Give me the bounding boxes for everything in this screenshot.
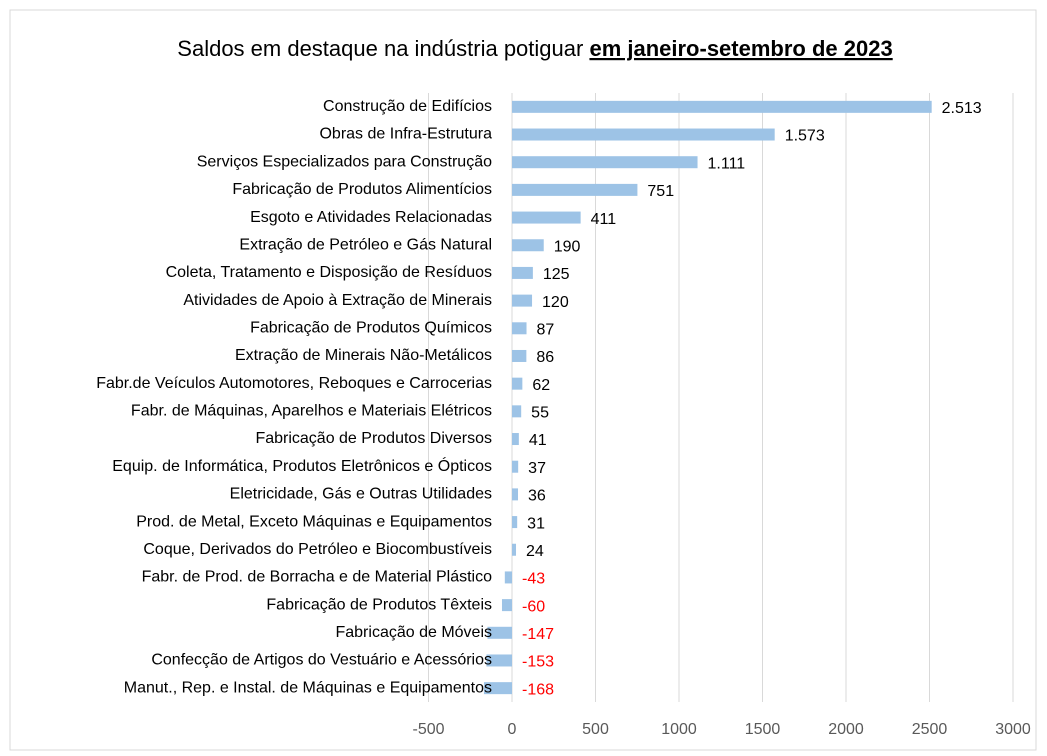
category-label: Eletricidade, Gás e Outras Utilidades xyxy=(230,486,492,503)
value-label: 87 xyxy=(537,322,555,339)
bar xyxy=(512,294,533,307)
bar xyxy=(512,377,523,390)
bar xyxy=(512,405,522,418)
category-label: Fabr. de Prod. de Borracha e de Material… xyxy=(142,569,493,586)
bar xyxy=(512,239,544,252)
category-label: Extração de Minerais Não-Metálicos xyxy=(235,347,492,364)
bar xyxy=(512,349,527,362)
category-label: Coque, Derivados do Petróleo e Biocombus… xyxy=(143,541,492,558)
category-label: Atividades de Apoio à Extração de Minera… xyxy=(183,292,492,309)
category-label: Fabricação de Móveis xyxy=(335,624,492,641)
bar xyxy=(512,100,932,113)
x-tick-label: 1500 xyxy=(745,721,781,738)
bar xyxy=(512,156,698,169)
bar xyxy=(501,599,512,612)
chart-title: Saldos em destaque na indústria potiguar… xyxy=(177,36,892,61)
x-tick-label: 3000 xyxy=(995,721,1031,738)
category-label: Esgoto e Atividades Relacionadas xyxy=(250,209,492,226)
bar xyxy=(487,626,512,639)
value-label: -60 xyxy=(522,598,545,615)
category-label: Serviços Especializados para Construção xyxy=(197,153,492,170)
category-label: Fabr.de Veículos Automotores, Reboques e… xyxy=(96,375,492,392)
value-label: 120 xyxy=(542,294,569,311)
value-label: 1.573 xyxy=(785,128,825,145)
x-tick-label: 2000 xyxy=(828,721,864,738)
x-tick-label: -500 xyxy=(412,721,444,738)
category-label: Fabricação de Produtos Químicos xyxy=(250,320,492,337)
value-label: 2.513 xyxy=(942,100,982,117)
bar xyxy=(512,266,533,279)
x-tick-label: 1000 xyxy=(661,721,697,738)
title-main: Saldos em destaque na indústria potiguar xyxy=(177,36,583,61)
category-label: Fabricação de Produtos Alimentícios xyxy=(232,181,492,198)
value-label: 41 xyxy=(529,432,547,449)
value-label: 751 xyxy=(647,183,674,200)
bar xyxy=(512,211,581,224)
bar xyxy=(512,543,517,556)
x-tick-label: 0 xyxy=(508,721,517,738)
value-label: 411 xyxy=(591,211,617,228)
value-label: -147 xyxy=(522,626,554,643)
value-label: 86 xyxy=(536,349,554,366)
category-label: Fabricação de Produtos Têxteis xyxy=(266,596,492,613)
value-label: 125 xyxy=(543,266,570,283)
bar xyxy=(504,571,512,584)
bar xyxy=(512,183,638,196)
category-label: Equip. de Informática, Produtos Eletrôni… xyxy=(112,456,492,475)
bar xyxy=(486,654,512,667)
category-label: Extração de Petróleo e Gás Natural xyxy=(239,236,492,253)
bar xyxy=(512,516,518,529)
value-label: 37 xyxy=(528,460,546,477)
category-label: Fabr. de Máquinas, Aparelhos e Materiais… xyxy=(131,403,492,420)
bar xyxy=(512,322,527,335)
value-label: 55 xyxy=(531,405,549,422)
x-tick-label: 500 xyxy=(582,721,609,738)
value-label: 190 xyxy=(554,238,581,255)
category-label: Confecção de Artigos do Vestuário e Aces… xyxy=(151,652,492,669)
value-label: 1.111 xyxy=(708,155,746,172)
bar xyxy=(512,460,519,473)
bar xyxy=(512,128,775,141)
category-label: Fabricação de Produtos Diversos xyxy=(255,430,492,447)
category-label: Construção de Edifícios xyxy=(323,98,492,115)
value-label: -43 xyxy=(522,571,545,588)
value-label: 36 xyxy=(528,488,546,505)
category-label: Coleta, Tratamento e Disposição de Resíd… xyxy=(166,264,492,281)
value-label: 31 xyxy=(527,515,545,532)
bar xyxy=(512,488,519,501)
title-highlight: em janeiro-setembro de 2023 xyxy=(589,36,892,61)
value-label: -168 xyxy=(522,681,554,698)
value-label: 24 xyxy=(526,543,544,560)
bar xyxy=(512,433,519,446)
x-tick-label: 2500 xyxy=(912,721,948,738)
category-label: Manut., Rep. e Instal. de Máquinas e Equ… xyxy=(124,679,492,696)
category-label: Prod. de Metal, Exceto Máquinas e Equipa… xyxy=(136,513,492,530)
value-label: 62 xyxy=(532,377,550,394)
bar xyxy=(483,682,512,695)
value-label: -153 xyxy=(522,654,554,671)
category-label: Obras de Infra-Estrutura xyxy=(319,126,492,143)
